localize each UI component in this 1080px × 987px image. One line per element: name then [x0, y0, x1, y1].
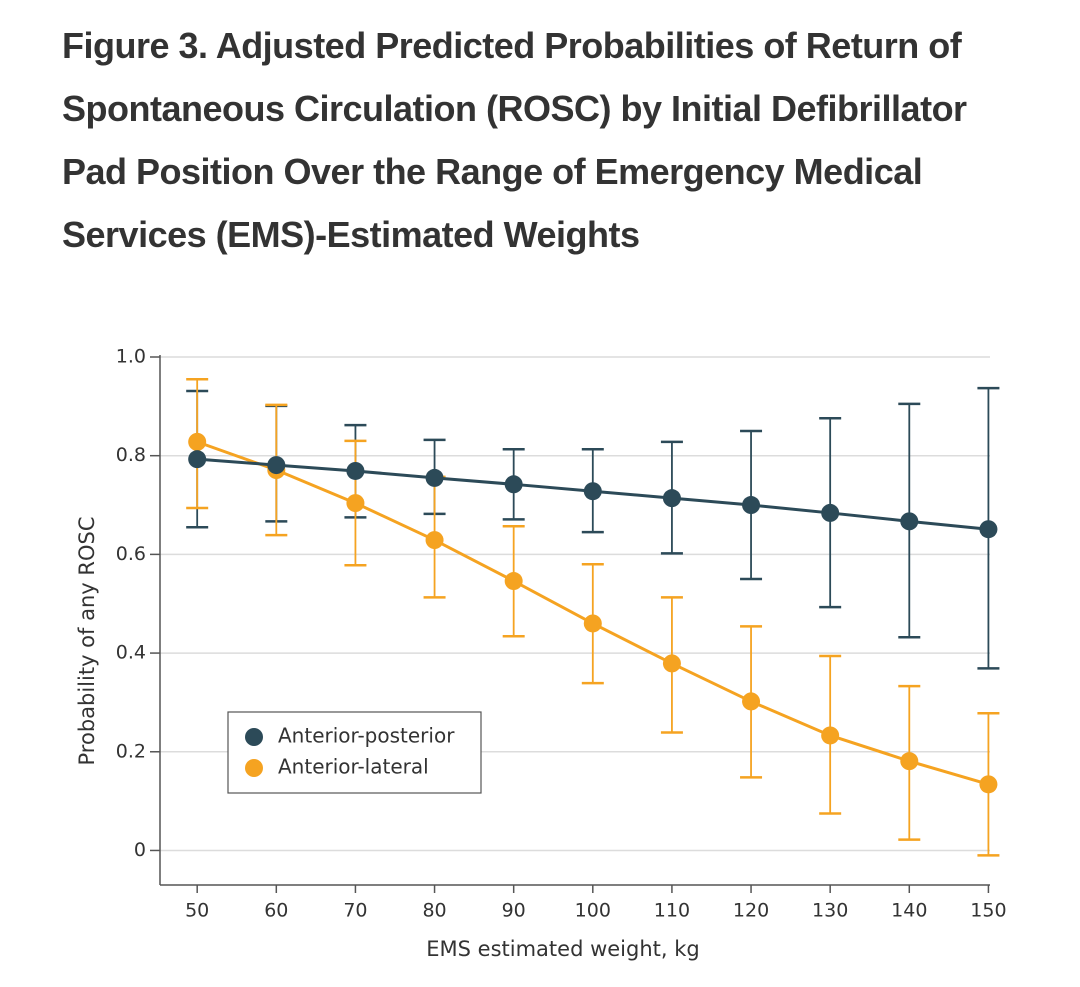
data-point	[425, 468, 444, 487]
x-tick-label: 140	[891, 900, 927, 922]
data-point	[821, 503, 840, 522]
data-point	[188, 432, 207, 451]
x-tick-label: 80	[422, 900, 446, 922]
y-axis-title: Probability of any ROSC	[75, 517, 99, 766]
data-point	[662, 489, 681, 508]
y-tick-label: 0.8	[116, 444, 146, 466]
x-tick-label: 100	[575, 900, 611, 922]
x-tick-label: 60	[264, 900, 288, 922]
data-point	[346, 494, 365, 513]
x-tick-label: 90	[502, 900, 526, 922]
legend-marker	[245, 759, 263, 777]
data-point	[267, 456, 286, 475]
legend-marker	[245, 728, 263, 746]
legend-label: Anterior-lateral	[278, 755, 429, 779]
legend-label: Anterior-posterior	[278, 724, 455, 748]
x-tick-label: 130	[812, 900, 848, 922]
y-tick-label: 0	[134, 839, 146, 861]
data-point	[742, 692, 761, 711]
data-point	[504, 572, 523, 591]
data-point	[346, 461, 365, 480]
x-tick-label: 50	[185, 900, 209, 922]
data-point	[900, 752, 919, 771]
data-point	[742, 496, 761, 515]
x-tick-label: 150	[970, 900, 1006, 922]
data-point	[583, 482, 602, 501]
data-point	[662, 654, 681, 673]
data-point	[979, 520, 998, 539]
y-tick-label: 0.2	[116, 740, 146, 762]
x-axis-title: EMS estimated weight, kg	[426, 937, 699, 961]
x-tick-label: 110	[654, 900, 690, 922]
data-point	[583, 614, 602, 633]
chart-title: Figure 3. Adjusted Predicted Probabiliti…	[62, 25, 967, 255]
data-point	[900, 512, 919, 531]
y-tick-label: 0.6	[116, 543, 146, 565]
x-tick-label: 120	[733, 900, 769, 922]
data-point	[821, 726, 840, 745]
data-point	[188, 450, 207, 469]
y-tick-label: 1.0	[116, 346, 146, 368]
data-point	[979, 775, 998, 794]
x-tick-label: 70	[343, 900, 367, 922]
y-tick-label: 0.4	[116, 642, 146, 664]
legend-box	[227, 711, 482, 794]
data-point	[425, 531, 444, 550]
data-point	[504, 475, 523, 494]
